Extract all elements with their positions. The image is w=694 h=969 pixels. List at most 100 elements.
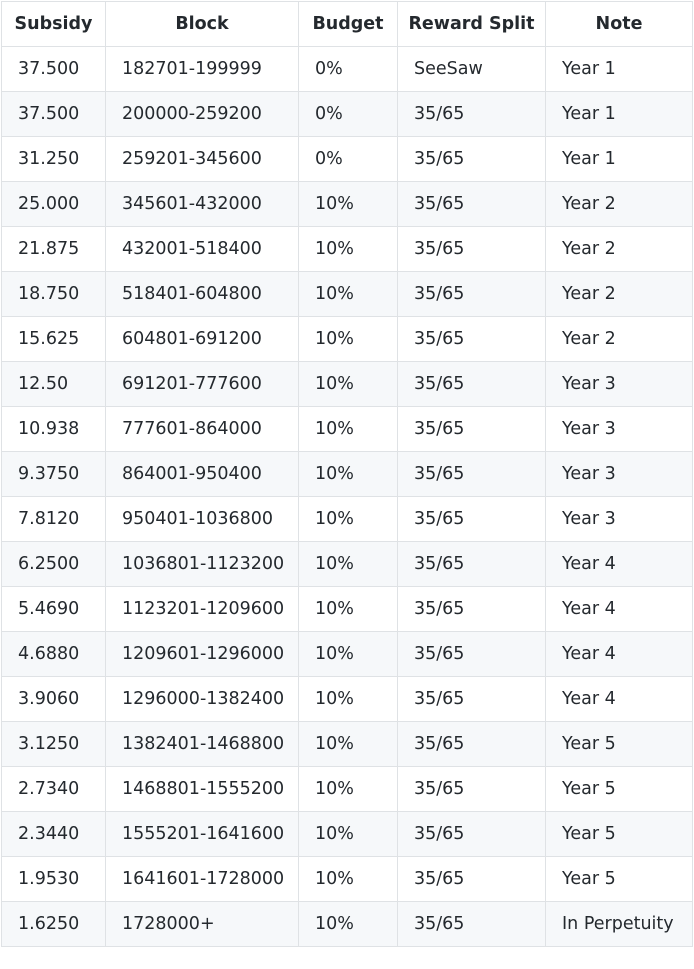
- cell-block: 950401-1036800: [105, 496, 299, 542]
- table-row: 18.750 518401-604800 10% 35/65 Year 2: [1, 271, 693, 317]
- subsidy-schedule-table: Subsidy Block Budget Reward Split Note 3…: [1, 1, 693, 947]
- table-row: 1.9530 1641601-1728000 10% 35/65 Year 5: [1, 856, 693, 902]
- table-row: 15.625 604801-691200 10% 35/65 Year 2: [1, 316, 693, 362]
- cell-reward-split: 35/65: [397, 766, 546, 812]
- cell-note: Year 5: [545, 811, 693, 857]
- cell-reward-split: 35/65: [397, 586, 546, 632]
- cell-note: Year 3: [545, 361, 693, 407]
- cell-reward-split: 35/65: [397, 91, 546, 137]
- cell-note: In Perpetuity: [545, 901, 693, 947]
- header-block: Block: [105, 1, 299, 47]
- cell-subsidy: 10.938: [1, 406, 106, 452]
- table-body: 37.500 182701-199999 0% SeeSaw Year 1 37.500 2…: [1, 46, 693, 947]
- cell-reward-split: SeeSaw: [397, 46, 546, 92]
- cell-subsidy: 21.875: [1, 226, 106, 272]
- cell-budget: 10%: [298, 271, 398, 317]
- table-row: 37.500 200000-259200 0% 35/65 Year 1: [1, 91, 693, 137]
- cell-subsidy: 12.50: [1, 361, 106, 407]
- cell-reward-split: 35/65: [397, 631, 546, 677]
- header-note: Note: [545, 1, 693, 47]
- header-reward-split: Reward Split: [397, 1, 546, 47]
- table-header: Subsidy Block Budget Reward Split Note: [1, 1, 693, 47]
- cell-budget: 0%: [298, 91, 398, 137]
- cell-reward-split: 35/65: [397, 406, 546, 452]
- cell-reward-split: 35/65: [397, 901, 546, 947]
- cell-note: Year 5: [545, 856, 693, 902]
- cell-block: 1382401-1468800: [105, 721, 299, 767]
- cell-budget: 10%: [298, 631, 398, 677]
- cell-block: 182701-199999: [105, 46, 299, 92]
- cell-budget: 0%: [298, 136, 398, 182]
- table-row: 5.4690 1123201-1209600 10% 35/65 Year 4: [1, 586, 693, 632]
- cell-note: Year 2: [545, 181, 693, 227]
- cell-block: 777601-864000: [105, 406, 299, 452]
- table-row: 3.9060 1296000-1382400 10% 35/65 Year 4: [1, 676, 693, 722]
- cell-block: 604801-691200: [105, 316, 299, 362]
- cell-subsidy: 2.3440: [1, 811, 106, 857]
- cell-note: Year 1: [545, 91, 693, 137]
- header-budget: Budget: [298, 1, 398, 47]
- cell-note: Year 3: [545, 406, 693, 452]
- cell-budget: 10%: [298, 181, 398, 227]
- cell-block: 1036801-1123200: [105, 541, 299, 587]
- cell-budget: 0%: [298, 46, 398, 92]
- table-row: 31.250 259201-345600 0% 35/65 Year 1: [1, 136, 693, 182]
- cell-subsidy: 6.2500: [1, 541, 106, 587]
- cell-reward-split: 35/65: [397, 451, 546, 497]
- cell-note: Year 1: [545, 46, 693, 92]
- cell-subsidy: 18.750: [1, 271, 106, 317]
- cell-reward-split: 35/65: [397, 856, 546, 902]
- cell-subsidy: 2.7340: [1, 766, 106, 812]
- table-row: 6.2500 1036801-1123200 10% 35/65 Year 4: [1, 541, 693, 587]
- table-row: 25.000 345601-432000 10% 35/65 Year 2: [1, 181, 693, 227]
- cell-budget: 10%: [298, 676, 398, 722]
- cell-subsidy: 31.250: [1, 136, 106, 182]
- cell-block: 518401-604800: [105, 271, 299, 317]
- cell-note: Year 4: [545, 631, 693, 677]
- cell-subsidy: 37.500: [1, 91, 106, 137]
- cell-block: 259201-345600: [105, 136, 299, 182]
- cell-subsidy: 5.4690: [1, 586, 106, 632]
- table-row: 37.500 182701-199999 0% SeeSaw Year 1: [1, 46, 693, 92]
- cell-subsidy: 4.6880: [1, 631, 106, 677]
- cell-budget: 10%: [298, 406, 398, 452]
- table-row: 4.6880 1209601-1296000 10% 35/65 Year 4: [1, 631, 693, 677]
- cell-reward-split: 35/65: [397, 541, 546, 587]
- cell-subsidy: 9.3750: [1, 451, 106, 497]
- cell-note: Year 5: [545, 766, 693, 812]
- cell-budget: 10%: [298, 586, 398, 632]
- cell-budget: 10%: [298, 766, 398, 812]
- cell-note: Year 3: [545, 496, 693, 542]
- cell-budget: 10%: [298, 361, 398, 407]
- table-row: 10.938 777601-864000 10% 35/65 Year 3: [1, 406, 693, 452]
- cell-subsidy: 3.9060: [1, 676, 106, 722]
- cell-block: 432001-518400: [105, 226, 299, 272]
- cell-block: 1728000+: [105, 901, 299, 947]
- cell-block: 1296000-1382400: [105, 676, 299, 722]
- table-row: 7.8120 950401-1036800 10% 35/65 Year 3: [1, 496, 693, 542]
- cell-reward-split: 35/65: [397, 496, 546, 542]
- cell-block: 1209601-1296000: [105, 631, 299, 677]
- table-row: 2.7340 1468801-1555200 10% 35/65 Year 5: [1, 766, 693, 812]
- cell-subsidy: 7.8120: [1, 496, 106, 542]
- cell-reward-split: 35/65: [397, 676, 546, 722]
- cell-reward-split: 35/65: [397, 316, 546, 362]
- cell-reward-split: 35/65: [397, 181, 546, 227]
- header-row: Subsidy Block Budget Reward Split Note: [1, 1, 693, 47]
- cell-reward-split: 35/65: [397, 271, 546, 317]
- cell-block: 691201-777600: [105, 361, 299, 407]
- cell-budget: 10%: [298, 541, 398, 587]
- table-row: 9.3750 864001-950400 10% 35/65 Year 3: [1, 451, 693, 497]
- cell-subsidy: 3.1250: [1, 721, 106, 767]
- table-row: 3.1250 1382401-1468800 10% 35/65 Year 5: [1, 721, 693, 767]
- cell-note: Year 4: [545, 586, 693, 632]
- cell-budget: 10%: [298, 811, 398, 857]
- cell-note: Year 2: [545, 226, 693, 272]
- cell-budget: 10%: [298, 901, 398, 947]
- cell-subsidy: 37.500: [1, 46, 106, 92]
- cell-reward-split: 35/65: [397, 721, 546, 767]
- table-row: 12.50 691201-777600 10% 35/65 Year 3: [1, 361, 693, 407]
- cell-budget: 10%: [298, 856, 398, 902]
- cell-note: Year 5: [545, 721, 693, 767]
- cell-budget: 10%: [298, 451, 398, 497]
